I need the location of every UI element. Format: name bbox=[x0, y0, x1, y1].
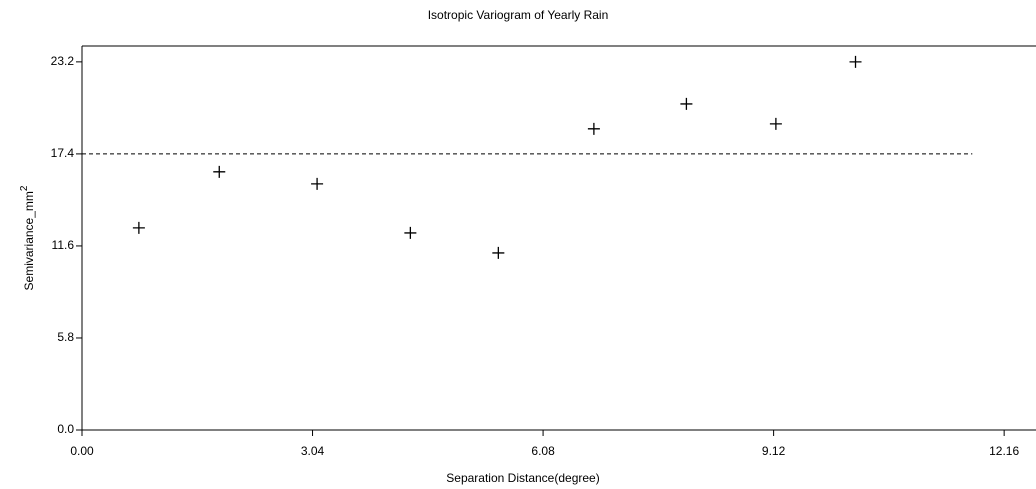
data-point bbox=[492, 246, 505, 259]
data-point bbox=[769, 117, 782, 130]
x-tick-label: 12.16 bbox=[989, 444, 1019, 458]
x-tick-label: 3.04 bbox=[301, 444, 325, 458]
data-point bbox=[132, 221, 145, 234]
y-axis-label: Semivariance_mm2 bbox=[19, 185, 37, 290]
x-tick-label: 6.08 bbox=[531, 444, 555, 458]
data-point bbox=[680, 97, 693, 110]
x-tick-label: 0.00 bbox=[70, 444, 94, 458]
data-point bbox=[311, 177, 324, 190]
data-point bbox=[213, 165, 226, 178]
y-tick-label: 5.8 bbox=[57, 330, 74, 344]
y-tick-label: 17.4 bbox=[51, 146, 75, 160]
x-axis-label: Separation Distance(degree) bbox=[446, 471, 599, 485]
y-tick-label: 23.2 bbox=[51, 54, 75, 68]
y-axis-label-superscript: 2 bbox=[19, 185, 30, 191]
data-point bbox=[587, 122, 600, 135]
y-tick-label: 11.6 bbox=[52, 238, 75, 252]
x-tick-label: 9.12 bbox=[762, 444, 786, 458]
chart-title: Isotropic Variogram of Yearly Rain bbox=[428, 8, 609, 22]
data-point bbox=[404, 226, 417, 239]
y-axis-label-text: Semivariance_mm bbox=[22, 191, 36, 290]
y-tick-label: 0.0 bbox=[57, 422, 74, 436]
data-point bbox=[849, 55, 862, 68]
